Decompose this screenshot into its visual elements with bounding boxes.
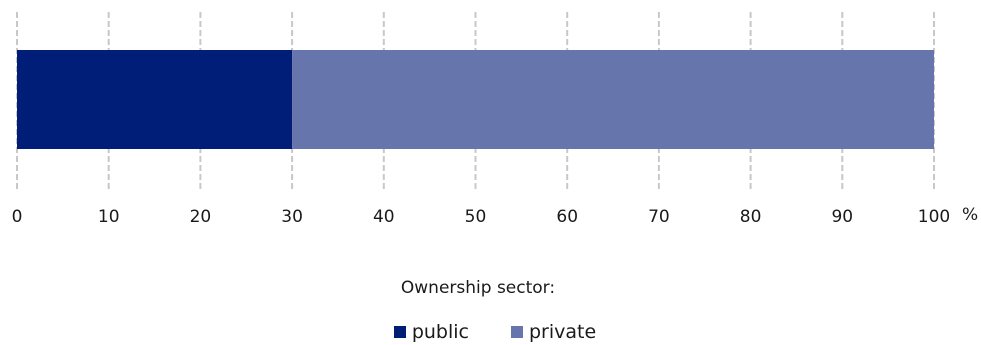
- x-tick-label-40: 40: [373, 207, 395, 227]
- x-tick-label-70: 70: [648, 207, 670, 227]
- legend-label-public: public: [411, 321, 469, 343]
- legend-item-public: public: [393, 319, 469, 345]
- x-tick-label-30: 30: [281, 207, 303, 227]
- legend-swatch-public: [393, 326, 406, 338]
- x-tick-label-60: 60: [556, 207, 578, 227]
- x-tick-label-90: 90: [831, 207, 853, 227]
- legend: public private: [0, 319, 981, 345]
- x-tick-label-10: 10: [98, 207, 120, 227]
- legend-swatch-private: [510, 326, 523, 338]
- x-tick-label-0: 0: [12, 207, 23, 227]
- x-axis-unit-label: %: [962, 205, 978, 225]
- bars: [17, 50, 935, 149]
- x-axis: 0 10 20 30 40 50 60 70 80 90 100: [12, 207, 951, 227]
- bar-private: [292, 50, 935, 149]
- x-tick-label-100: 100: [918, 207, 950, 227]
- legend-title: Ownership sector:: [400, 278, 556, 298]
- legend-label-private: private: [528, 321, 597, 343]
- bar-public: [17, 50, 293, 149]
- x-tick-label-80: 80: [740, 207, 762, 227]
- legend-item-private: private: [510, 319, 597, 345]
- x-tick-label-20: 20: [190, 207, 212, 227]
- x-tick-label-50: 50: [465, 207, 487, 227]
